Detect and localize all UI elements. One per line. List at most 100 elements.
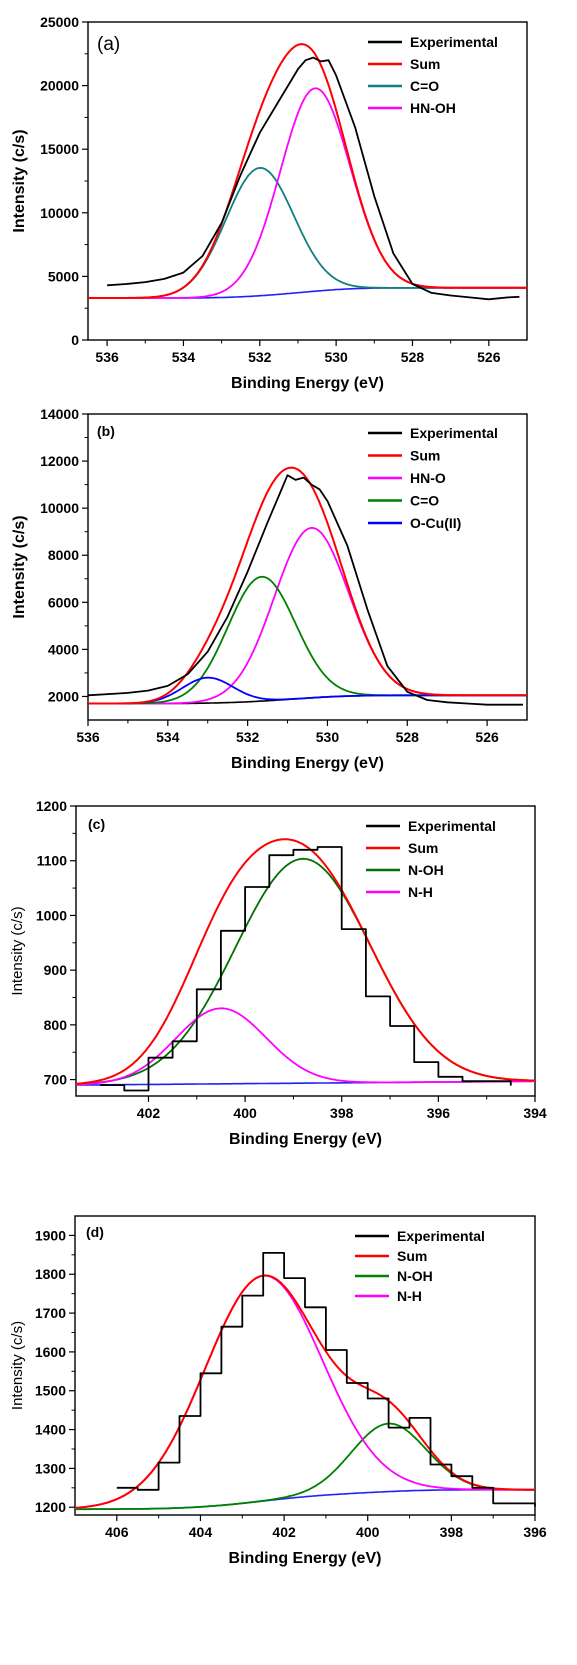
x-tick-label: 528 bbox=[396, 729, 420, 745]
x-axis-label: Binding Energy (eV) bbox=[229, 1550, 382, 1567]
legend-label-n-h: N-H bbox=[397, 1288, 422, 1304]
y-tick-label: 8000 bbox=[48, 547, 79, 563]
legend-label-n-oh: N-OH bbox=[397, 1268, 433, 1284]
series-line-hn-o bbox=[88, 527, 527, 705]
y-tick-label: 25000 bbox=[40, 14, 79, 30]
y-tick-label: 20000 bbox=[40, 78, 79, 94]
y-tick-label: 700 bbox=[44, 1072, 68, 1088]
legend-label-c-o: C=O bbox=[410, 493, 439, 509]
legend-label-experimental: Experimental bbox=[410, 425, 498, 441]
series-line-experimental bbox=[87, 474, 523, 706]
legend-label-experimental: Experimental bbox=[410, 34, 498, 50]
legend-label-sum: Sum bbox=[410, 448, 440, 464]
x-tick-label: 400 bbox=[356, 1524, 380, 1540]
y-tick-label: 1900 bbox=[35, 1227, 66, 1243]
y-tick-label: 2000 bbox=[48, 688, 79, 704]
y-tick-label: 5000 bbox=[48, 268, 79, 284]
y-axis-label: Intensity (c/s) bbox=[11, 129, 28, 232]
panel-label: (a) bbox=[97, 34, 120, 55]
series-line-n-h bbox=[76, 1007, 535, 1086]
y-axis-label: Intensity (c/s) bbox=[9, 1321, 26, 1410]
x-tick-label: 534 bbox=[172, 349, 196, 365]
x-tick-label: 526 bbox=[477, 349, 501, 365]
series-line-c-o bbox=[88, 167, 527, 299]
y-tick-label: 12000 bbox=[40, 453, 79, 469]
legend-label-o-cu-ii: O-Cu(II) bbox=[410, 515, 461, 531]
chart-panel-d: 406 404 402 400 398 396 1200 1300 1400 1500 1600 17… bbox=[9, 1215, 547, 1567]
x-tick-label: 404 bbox=[189, 1524, 213, 1540]
series-line-c-o bbox=[88, 575, 527, 705]
x-axis-label: Binding Energy (eV) bbox=[231, 755, 384, 772]
y-tick-label: 1200 bbox=[35, 1499, 66, 1515]
plot-frame bbox=[75, 805, 536, 1097]
series-line-sum bbox=[75, 838, 536, 1085]
x-tick-label: 402 bbox=[137, 1105, 161, 1121]
x-tick-label: 398 bbox=[330, 1105, 354, 1121]
legend-label-n-oh: N-OH bbox=[408, 862, 444, 878]
y-tick-label: 1800 bbox=[35, 1266, 66, 1282]
y-tick-label: 1700 bbox=[35, 1305, 66, 1321]
x-tick-label: 394 bbox=[523, 1105, 547, 1121]
y-tick-label: 800 bbox=[44, 1017, 68, 1033]
y-tick-label: 15000 bbox=[40, 141, 79, 157]
y-tick-label: 1100 bbox=[37, 853, 68, 869]
legend-label-n-h: N-H bbox=[408, 884, 433, 900]
series-line-experimental bbox=[107, 56, 520, 301]
y-tick-label: 1300 bbox=[35, 1460, 66, 1476]
series-line-hn-oh bbox=[88, 87, 527, 299]
x-axis-label: Binding Energy (eV) bbox=[231, 375, 384, 392]
y-tick-label: 1600 bbox=[35, 1344, 66, 1360]
y-tick-label: 1000 bbox=[36, 907, 67, 923]
panel-label: (d) bbox=[86, 1224, 104, 1240]
plot-frame bbox=[74, 1215, 536, 1516]
x-tick-label: 532 bbox=[248, 349, 272, 365]
y-tick-label: 10000 bbox=[40, 205, 79, 221]
x-tick-label: 526 bbox=[475, 729, 499, 745]
y-axis-label: Intensity (c/s) bbox=[11, 515, 28, 618]
y-tick-label: 1500 bbox=[35, 1383, 66, 1399]
x-tick-label: 398 bbox=[440, 1524, 464, 1540]
x-tick-label: 534 bbox=[156, 729, 180, 745]
legend-label-c-o: C=O bbox=[410, 78, 439, 94]
x-tick-label: 400 bbox=[233, 1105, 257, 1121]
legend-label-sum: Sum bbox=[410, 56, 440, 72]
series-line-sum bbox=[74, 1274, 535, 1509]
x-tick-label: 532 bbox=[236, 729, 260, 745]
x-tick-label: 402 bbox=[272, 1524, 296, 1540]
series-line-sum bbox=[88, 466, 527, 705]
legend-label-sum: Sum bbox=[397, 1248, 427, 1264]
legend-label-sum: Sum bbox=[408, 840, 438, 856]
x-tick-label: 396 bbox=[523, 1524, 547, 1540]
series-line-experimental bbox=[100, 846, 512, 1092]
x-tick-label: 396 bbox=[427, 1105, 451, 1121]
chart-panel-a: 536 534 532 530 528 526 0 5000 10000 15000 20000 25… bbox=[11, 14, 528, 392]
y-tick-label: 4000 bbox=[48, 641, 79, 657]
legend-label-hn-o: HN-O bbox=[410, 470, 446, 486]
panel-label: (b) bbox=[97, 423, 115, 439]
x-tick-label: 406 bbox=[105, 1524, 129, 1540]
x-tick-label: 536 bbox=[76, 729, 100, 745]
legend-label-experimental: Experimental bbox=[408, 818, 496, 834]
series-line-background bbox=[75, 1489, 535, 1510]
x-tick-label: 530 bbox=[324, 349, 348, 365]
y-tick-label: 10000 bbox=[40, 500, 79, 516]
chart-panel-c: 402 400 398 396 394 700 800 900 1000 1100 1200 Bind… bbox=[9, 798, 547, 1148]
series-line-n-h bbox=[74, 1274, 535, 1509]
y-tick-label: 0 bbox=[71, 332, 79, 348]
plot-frame bbox=[87, 413, 528, 721]
y-axis-label: Intensity (c/s) bbox=[9, 906, 26, 995]
x-tick-label: 528 bbox=[401, 349, 425, 365]
x-axis-label: Binding Energy (eV) bbox=[229, 1131, 382, 1148]
y-tick-label: 1400 bbox=[35, 1422, 66, 1438]
series-line-sum bbox=[88, 43, 527, 299]
y-tick-label: 6000 bbox=[48, 594, 79, 610]
x-tick-label: 530 bbox=[316, 729, 340, 745]
legend-label-experimental: Experimental bbox=[397, 1228, 485, 1244]
y-tick-label: 1200 bbox=[36, 798, 67, 814]
y-tick-label: 14000 bbox=[40, 406, 79, 422]
x-tick-label: 536 bbox=[95, 349, 119, 365]
legend-label-hn-oh: HN-OH bbox=[410, 100, 456, 116]
y-tick-label: 900 bbox=[44, 962, 68, 978]
panel-label: (c) bbox=[88, 816, 105, 832]
